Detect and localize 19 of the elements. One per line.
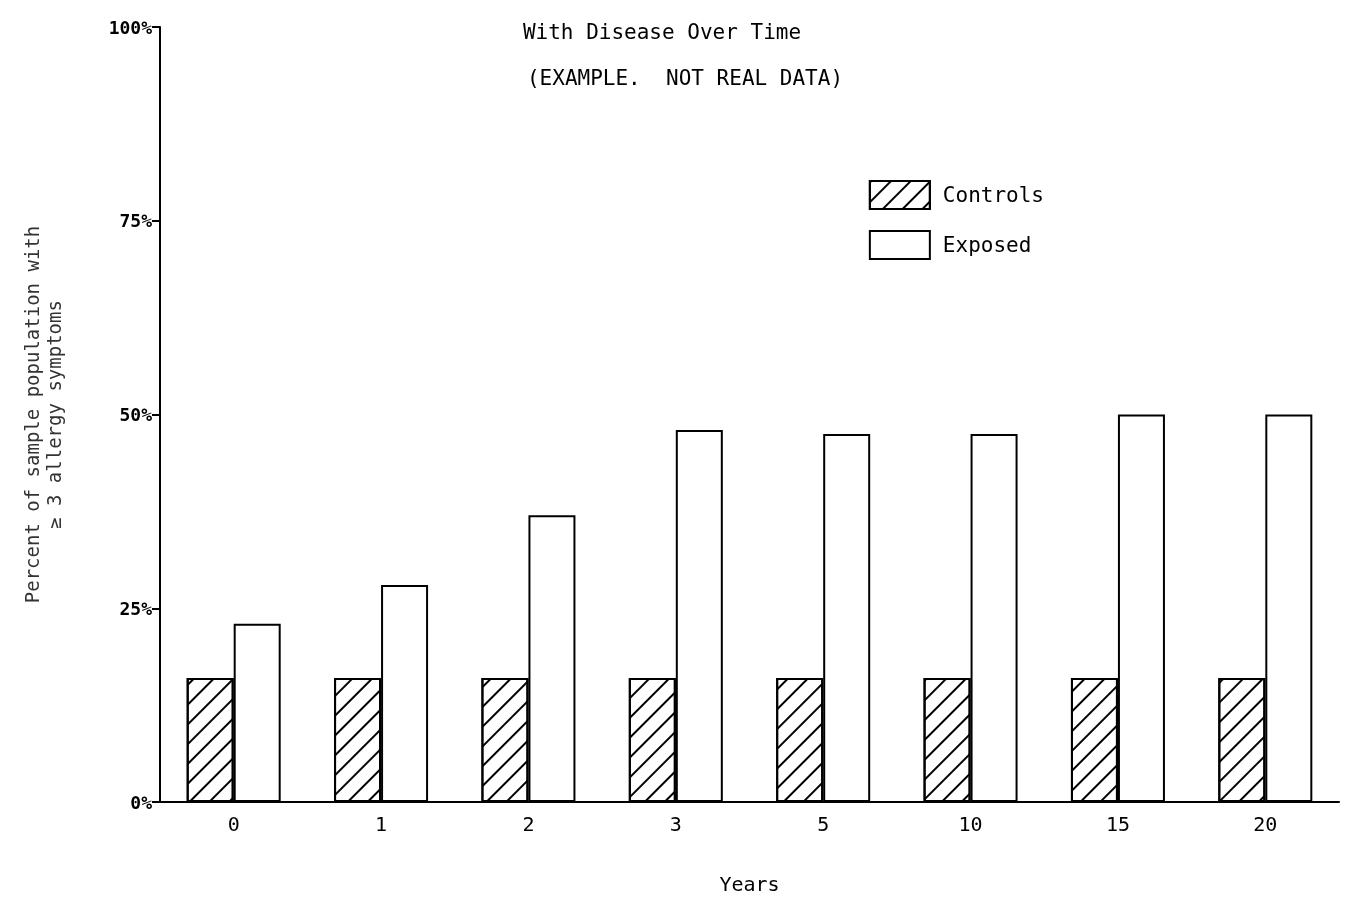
legend-label: Exposed (942, 233, 1032, 257)
y-axis-title: Percent of sample population with ≥ 3 allergy symptoms (21, 225, 65, 604)
y-tick-label: 100% (108, 16, 153, 38)
x-tick-label: 5 (817, 812, 830, 836)
x-axis-title: Years (719, 872, 780, 896)
y-tick-label: 75% (119, 210, 153, 232)
x-tick-label: 1 (375, 812, 388, 836)
x-tick-label: 2 (522, 812, 535, 836)
y-tick-label: 0% (130, 791, 153, 813)
y-tick-label: 25% (119, 597, 153, 619)
x-tick-label: 10 (958, 812, 983, 836)
y-tick-label: 50% (119, 404, 153, 425)
chart-title: With Disease Over Time (522, 19, 802, 44)
text: (EXAMPLE. NOT REAL DATA) (526, 65, 844, 90)
x-tick-label: 0 (227, 812, 240, 836)
legend-label: Controls (942, 183, 1045, 207)
x-tick-label: 3 (669, 812, 682, 836)
x-tick-label: 20 (1253, 812, 1278, 836)
x-tick-label: 15 (1105, 812, 1130, 836)
